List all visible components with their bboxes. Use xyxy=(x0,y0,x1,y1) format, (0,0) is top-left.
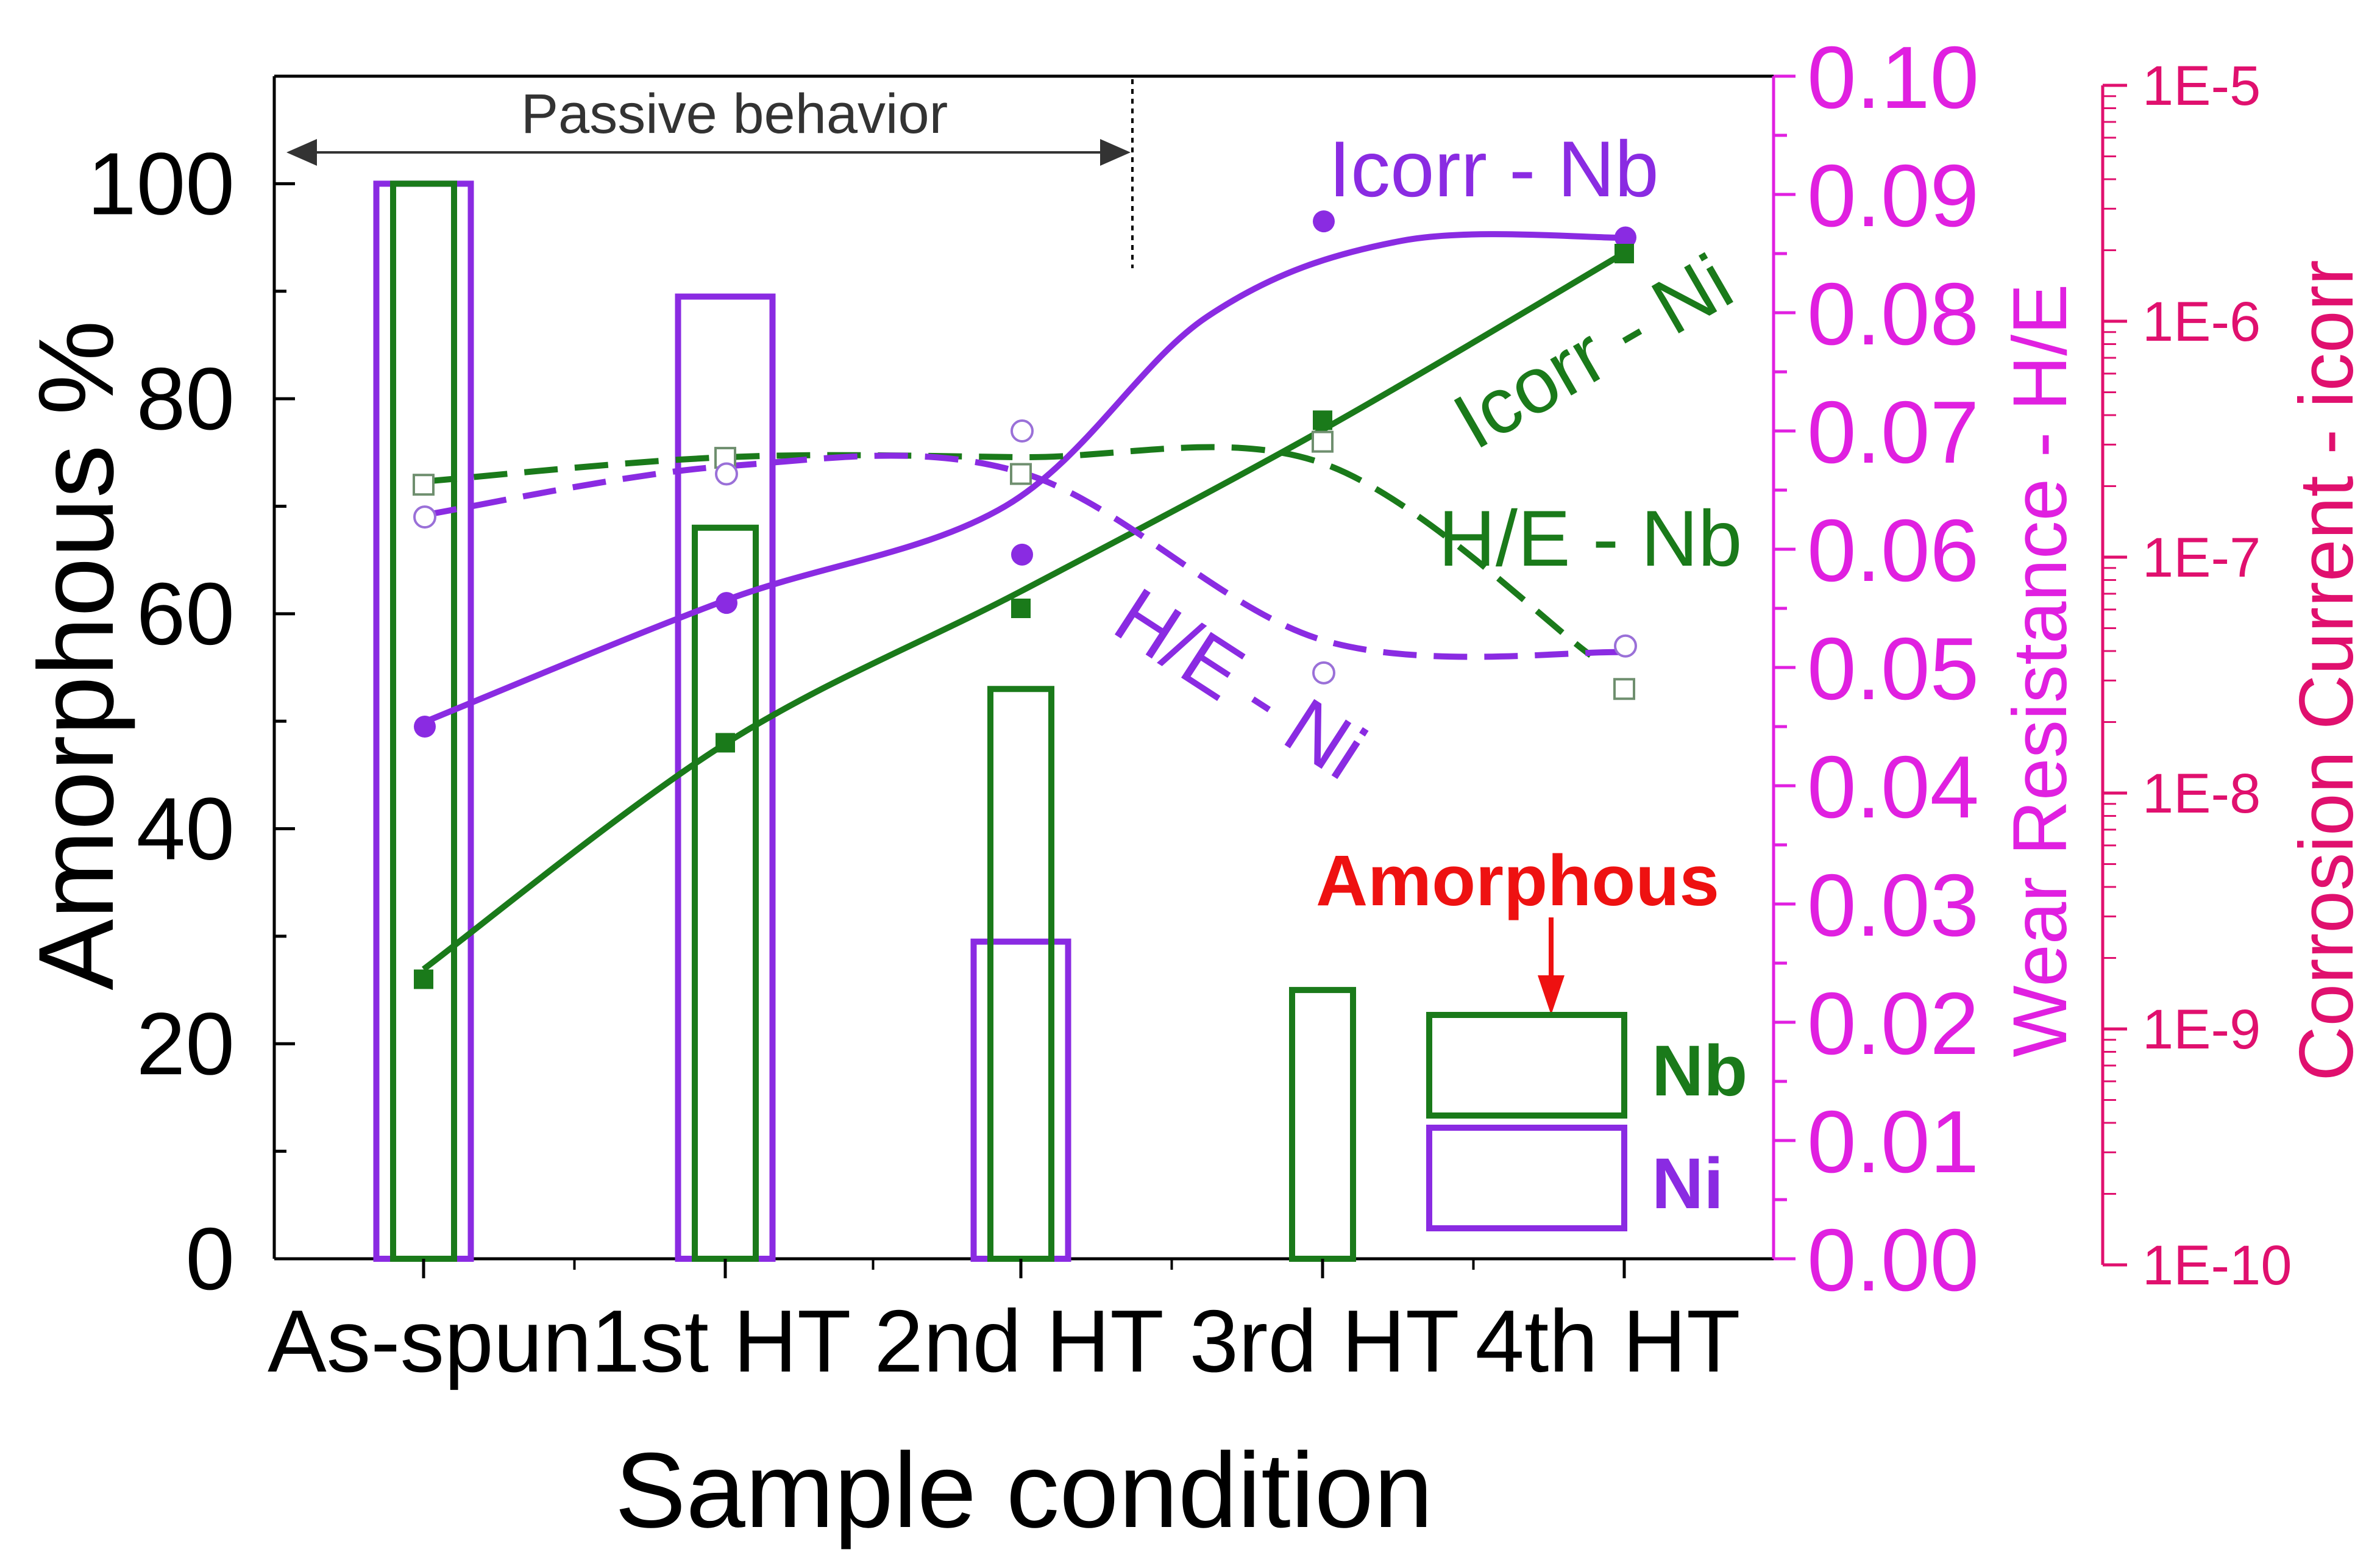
marker-h-e-nb-5 xyxy=(1613,678,1635,700)
y2-tick-label-9: 0.08 xyxy=(1807,265,1979,363)
x-tick-label-5: 4th HT xyxy=(1475,1292,1740,1390)
y2-tick-label-8: 0.07 xyxy=(1807,383,1979,482)
x-tick-label-1: As-spun xyxy=(268,1292,592,1390)
marker-icorr-ni-4 xyxy=(1313,410,1332,430)
marker-h-e-ni-1 xyxy=(413,505,436,529)
legend-swatch-ni xyxy=(1426,1125,1627,1231)
y2-tick-label-11: 0.10 xyxy=(1807,28,1979,127)
marker-h-e-ni-4 xyxy=(1312,661,1335,685)
y2-tick-label-3: 0.02 xyxy=(1807,974,1979,1073)
y-tick-label-2: 20 xyxy=(137,994,235,1093)
curve-icorr-ni xyxy=(422,250,1626,972)
amorphous-arrow-head xyxy=(1538,975,1565,1015)
marker-h-e-ni-3 xyxy=(1011,419,1034,443)
y-tick-label-1: 0 xyxy=(185,1209,235,1308)
marker-icorr-nb-5 xyxy=(1614,226,1636,249)
marker-h-e-ni-2 xyxy=(715,462,738,486)
legend-label-nb: Nb xyxy=(1652,1031,1747,1111)
marker-icorr-nb-4 xyxy=(1313,210,1335,233)
legend-label-ni: Ni xyxy=(1652,1144,1724,1224)
y2-tick-label-10: 0.09 xyxy=(1807,146,1979,245)
y-tick-label-4: 60 xyxy=(137,564,235,663)
x-axis-title: Sample condition xyxy=(615,1431,1433,1550)
x-tick-label-2: 1st HT xyxy=(591,1292,851,1390)
x-tick-label-3: 2nd HT xyxy=(874,1292,1164,1390)
marker-h-e-nb-1 xyxy=(413,474,435,496)
markers-layer xyxy=(413,210,1637,989)
legend-swatch-nb xyxy=(1426,1012,1627,1119)
y2-tick-label-2: 0.01 xyxy=(1807,1092,1979,1191)
y2-tick-label-5: 0.04 xyxy=(1807,738,1979,836)
marker-icorr-ni-1 xyxy=(414,969,433,989)
label-icorr-nb: Icorr - Nb xyxy=(1329,124,1659,213)
amorphous-legend-title: Amorphous xyxy=(1316,841,1719,921)
y-tick-label-3: 40 xyxy=(137,780,235,878)
marker-h-e-ni-5 xyxy=(1614,634,1637,658)
marker-icorr-ni-3 xyxy=(1011,599,1031,618)
curve-h-e-nb xyxy=(423,444,1593,658)
passive-behavior-label: Passive behavior xyxy=(521,83,948,145)
label-he-nb: H/E - Nb xyxy=(1438,494,1742,583)
marker-icorr-ni-5 xyxy=(1614,244,1634,263)
lines-layer xyxy=(422,231,1626,972)
y3-tick-label-2: 1E-9 xyxy=(2142,998,2261,1061)
marker-icorr-nb-3 xyxy=(1011,543,1033,566)
y-axis-title: Amorphous % xyxy=(17,320,136,990)
marker-icorr-nb-1 xyxy=(414,716,436,738)
curve-icorr-nb xyxy=(422,231,1625,725)
marker-icorr-ni-2 xyxy=(716,733,735,753)
marker-h-e-nb-4 xyxy=(1312,430,1334,453)
passive-arrow-right-head xyxy=(1100,139,1131,166)
marker-h-e-nb-3 xyxy=(1010,463,1032,485)
y3-tick-label-5: 1E-6 xyxy=(2142,291,2261,353)
y3-tick-label-3: 1E-8 xyxy=(2142,763,2261,825)
y2-tick-label-6: 0.05 xyxy=(1807,619,1979,718)
curve-h-e-ni xyxy=(423,452,1625,660)
y3-tick-label-6: 1E-5 xyxy=(2142,55,2261,117)
bar-nb-4 xyxy=(1289,987,1356,1262)
y3-tick-label-4: 1E-7 xyxy=(2142,527,2261,589)
y3-axis-title: Corrosion Current - icorr xyxy=(2284,260,2369,1081)
y3-tick-label-1: 1E-10 xyxy=(2142,1234,2292,1297)
y-tick-label-6: 100 xyxy=(87,134,235,233)
bars-layer xyxy=(373,180,1356,1262)
y2-tick-label-7: 0.06 xyxy=(1807,501,1979,600)
y2-axis-title: Wear Resistance - H/E xyxy=(1998,284,2083,1058)
x-tick-label-4: 3rd HT xyxy=(1189,1292,1459,1390)
y2-tick-label-4: 0.03 xyxy=(1807,856,1979,955)
bar-nb-3 xyxy=(987,686,1054,1262)
marker-icorr-nb-2 xyxy=(716,592,737,614)
y-tick-label-5: 80 xyxy=(137,349,235,448)
bar-nb-2 xyxy=(692,524,759,1262)
passive-arrow-left-head xyxy=(286,139,317,166)
y2-tick-label-1: 0.00 xyxy=(1807,1211,1979,1309)
